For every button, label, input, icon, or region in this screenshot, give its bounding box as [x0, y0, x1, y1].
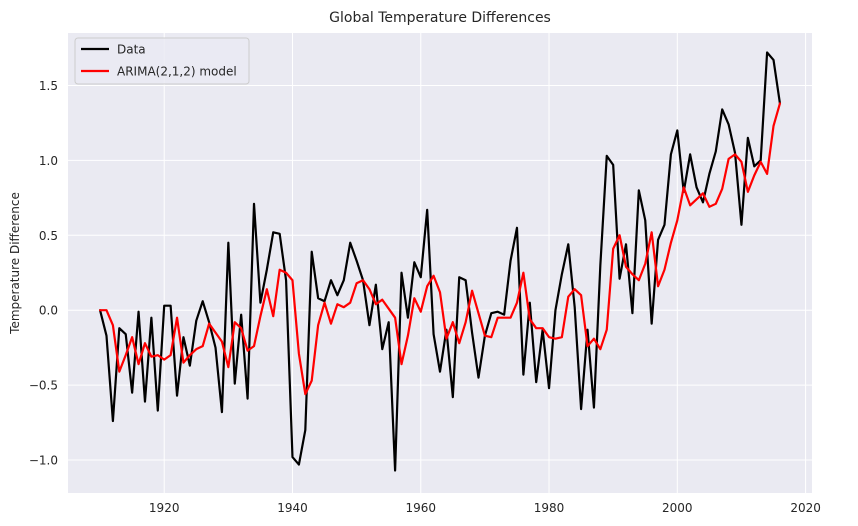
x-tick-label: 1960 — [405, 501, 436, 515]
legend-box — [74, 37, 250, 85]
y-tick-label: 0.0 — [39, 304, 58, 318]
plot-area — [68, 33, 812, 493]
x-tick-label: 1940 — [277, 501, 308, 515]
y-tick-label: 0.5 — [39, 229, 58, 243]
chart-title: Global Temperature Differences — [329, 10, 551, 26]
x-tick-label: 1920 — [149, 501, 180, 515]
legend-label-model: ARIMA(2,1,2) model — [117, 65, 237, 79]
x-tick-label: 1980 — [534, 501, 565, 515]
legend-label-data: Data — [117, 43, 146, 57]
y-tick-label: −1.0 — [29, 454, 58, 468]
x-tick-label: 2000 — [662, 501, 693, 515]
y-tick-labels: −1.0 −0.5 0.0 0.5 1.0 1.5 — [29, 79, 58, 468]
vertical-gridlines — [163, 33, 807, 493]
series-line-model — [98, 102, 782, 396]
y-axis-label: Temperature Difference — [8, 192, 22, 335]
legend: Data ARIMA(2,1,2) model — [74, 37, 250, 85]
y-tick-label: 1.5 — [39, 79, 58, 93]
series-line-data — [98, 51, 782, 472]
series-layer — [98, 51, 782, 472]
x-tick-label: 2020 — [790, 501, 821, 515]
x-tick-labels: 1920 1940 1960 1980 2000 2020 — [149, 501, 821, 515]
y-tick-label: −0.5 — [29, 379, 58, 393]
y-tick-label: 1.0 — [39, 154, 58, 168]
